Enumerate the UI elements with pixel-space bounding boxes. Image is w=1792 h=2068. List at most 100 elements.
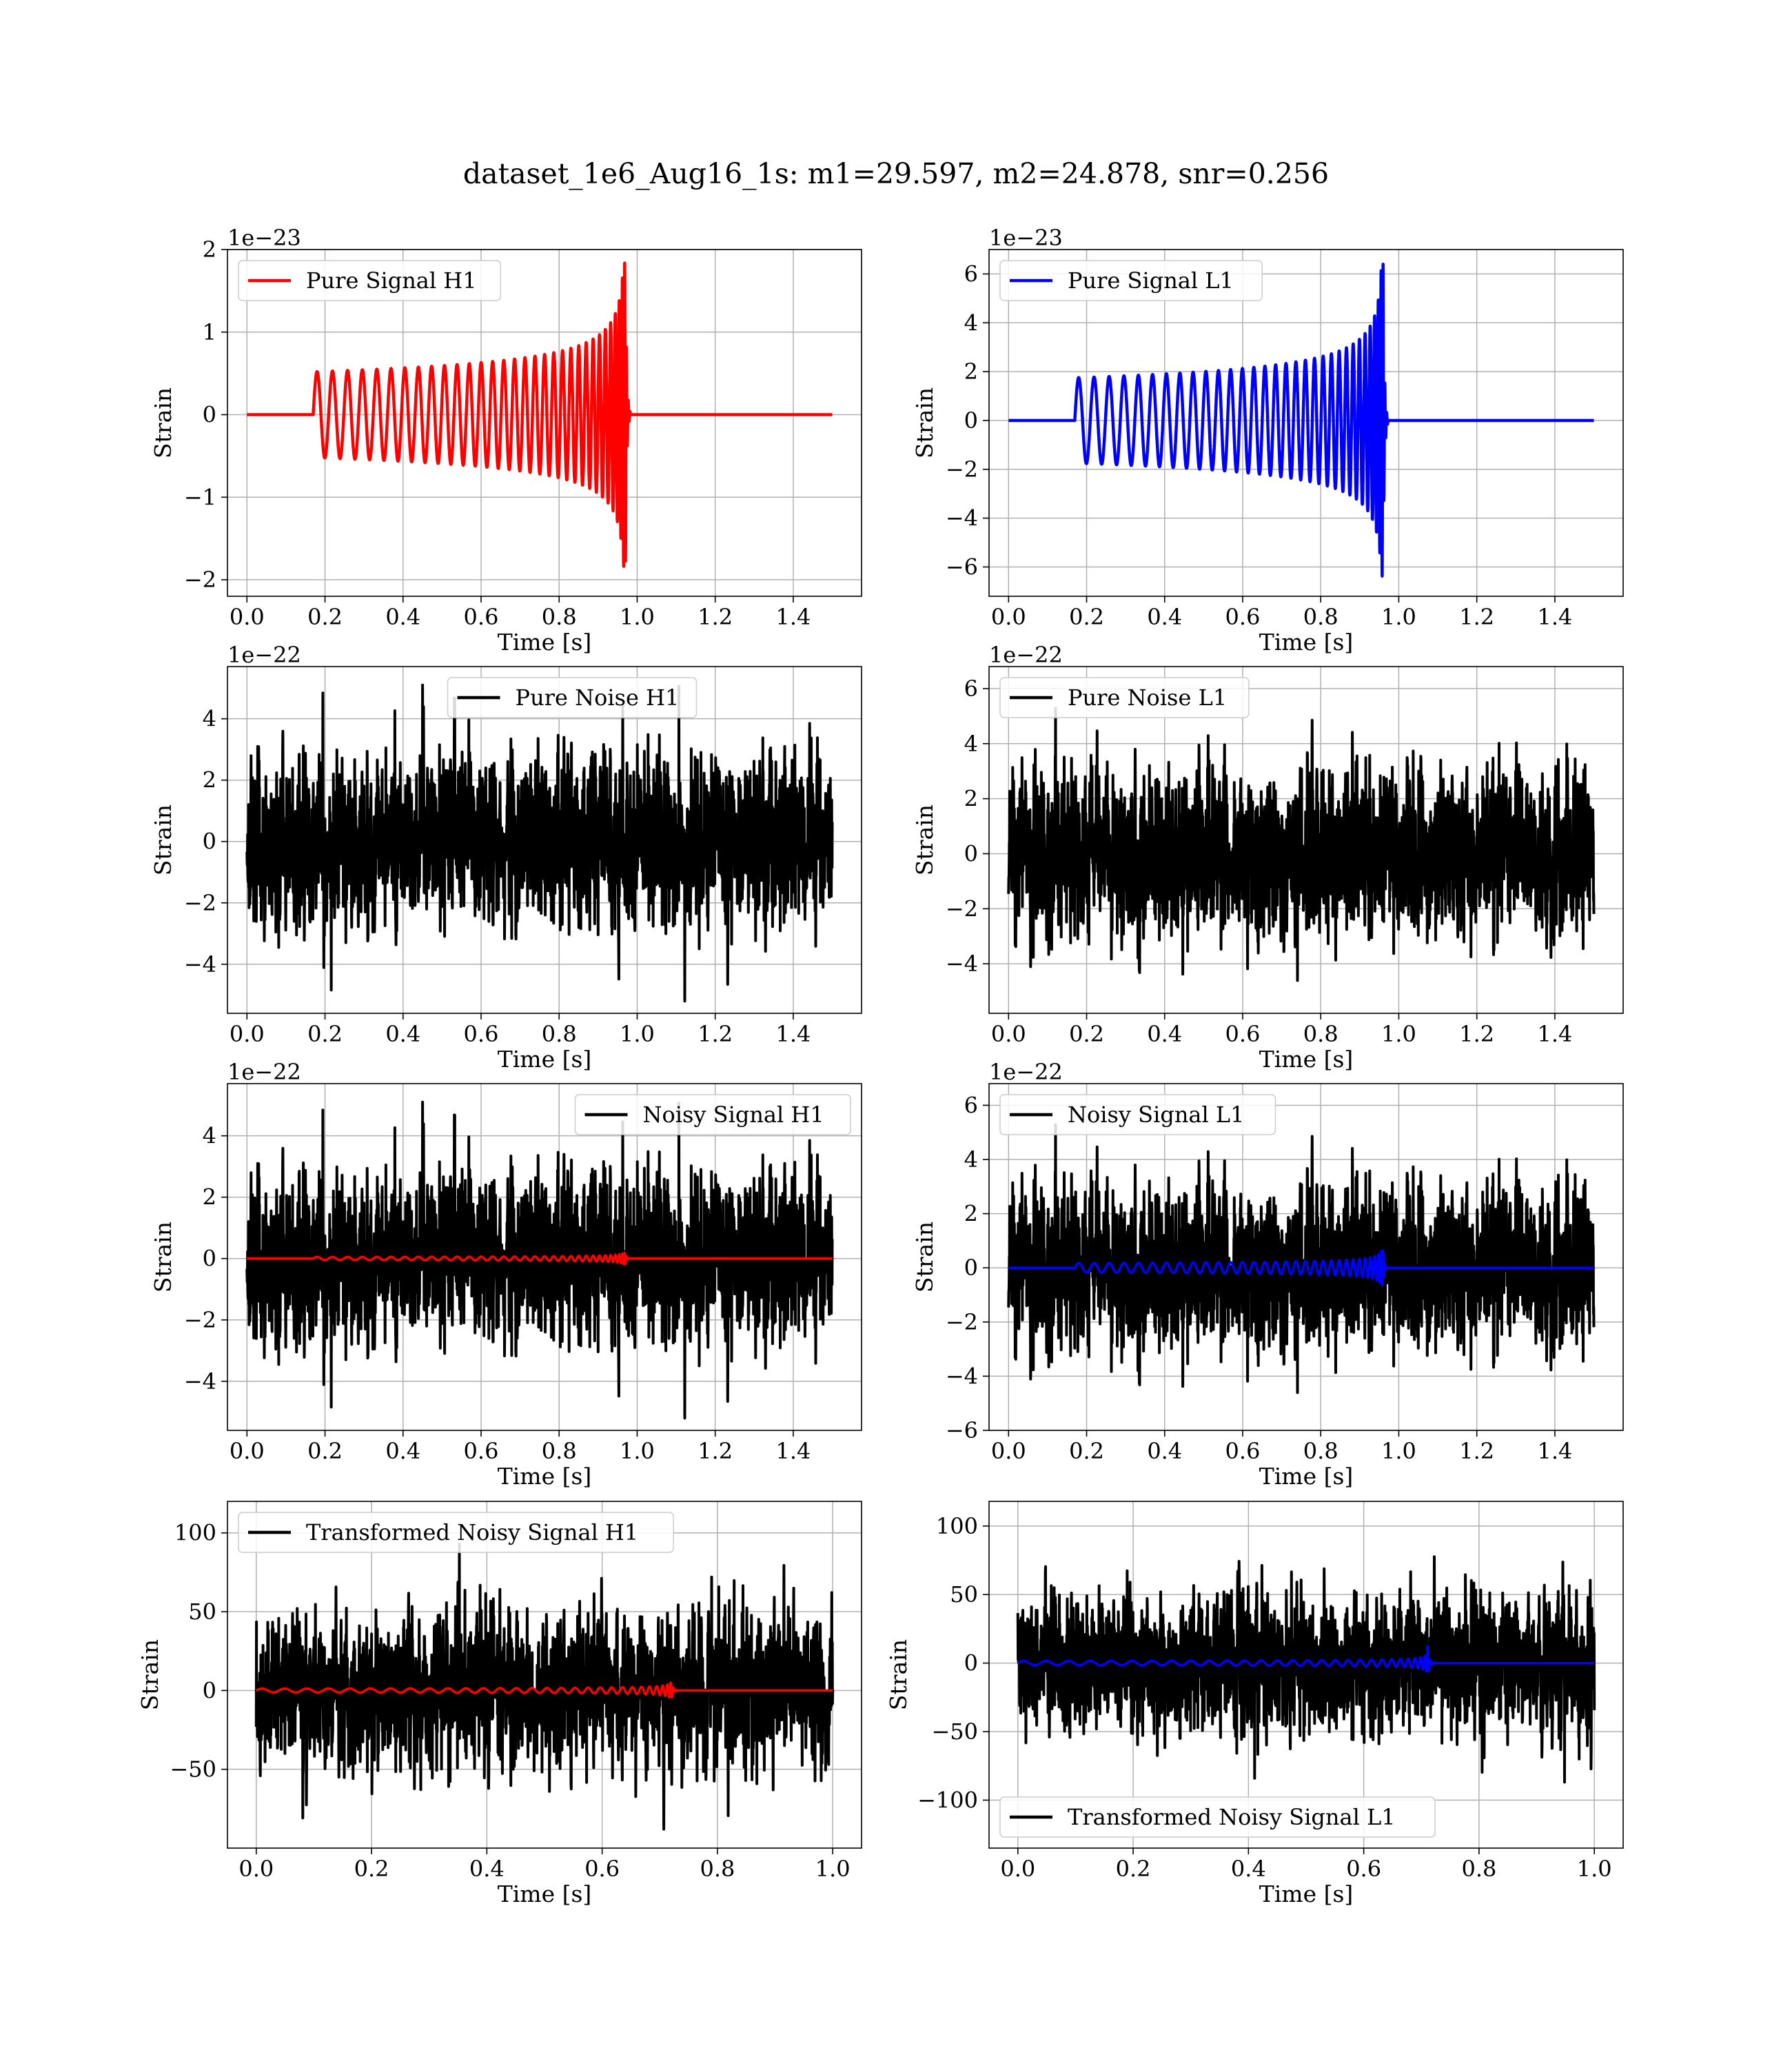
y-tick-label: 4 (964, 310, 978, 336)
x-tick-label: 1.4 (775, 604, 811, 630)
x-tick-label: 0.0 (991, 1021, 1026, 1047)
y-tick-label: 50 (950, 1581, 978, 1608)
y-axis-label: Strain (911, 1221, 938, 1292)
subplot-noise-l1: 0.0 0.2 0.4 0.6 0.8 1.0 1.2 1.4 −4 −2 0 2 4 6 Time [s]… (911, 642, 1624, 1073)
x-tick-label: 0.4 (385, 604, 420, 630)
legend: Pure Noise H1 (447, 677, 698, 718)
y-tick-label: 4 (964, 1146, 978, 1173)
legend-box (574, 1094, 851, 1135)
y-axis-label: Strain (911, 804, 938, 875)
x-axis-label: Time [s] (1259, 629, 1354, 656)
y-tick-label: −2 (946, 1309, 978, 1335)
x-tick-label: 1.4 (775, 1021, 811, 1047)
x-tick-label: 0.2 (1069, 1021, 1104, 1047)
x-tick-label: 0.2 (307, 604, 343, 630)
legend-box (999, 1094, 1276, 1135)
legend-label: Pure Signal H1 (306, 267, 477, 294)
y-axis-label: Strain (911, 387, 938, 458)
legend-box (238, 1512, 674, 1553)
x-tick-label: 0.8 (542, 604, 577, 630)
legend-label: Noisy Signal H1 (643, 1102, 824, 1128)
y-tick-label: 50 (188, 1599, 216, 1625)
x-tick-label: 1.0 (620, 604, 655, 630)
y-tick-label: −50 (931, 1719, 978, 1745)
y-tick-label: 2 (203, 236, 216, 263)
signal-series-line (245, 1251, 834, 1266)
x-tick-label: 1.4 (775, 1438, 811, 1464)
legend-box (999, 677, 1250, 718)
x-tick-label: 1.2 (1459, 604, 1494, 630)
x-tick-label: 1.0 (620, 1021, 655, 1047)
x-tick-label: 0.2 (307, 1438, 343, 1464)
plot-area (1007, 263, 1596, 578)
y-axis-label: Strain (150, 1221, 176, 1292)
x-axis-label: Time [s] (1259, 1463, 1354, 1490)
x-tick-label: 0.0 (230, 604, 265, 630)
legend: Pure Noise L1 (999, 677, 1250, 718)
plot-area (254, 1543, 835, 1831)
y-tick-label: 4 (964, 731, 978, 757)
x-tick-label: 0.2 (354, 1856, 389, 1882)
y-axis-label: Strain (136, 1639, 163, 1710)
x-tick-label: 0.2 (1116, 1856, 1151, 1882)
x-tick-label: 1.2 (698, 1438, 733, 1464)
y-tick-label: 6 (964, 261, 978, 287)
x-tick-label: 0.0 (230, 1438, 265, 1464)
x-tick-label: 1.4 (1537, 1021, 1572, 1047)
legend-box (999, 260, 1263, 301)
legend-label: Pure Noise H1 (516, 685, 680, 711)
y-tick-label: −4 (946, 1363, 978, 1389)
x-tick-label: 1.4 (1537, 604, 1572, 630)
x-tick-label: 0.0 (238, 1856, 274, 1882)
y-tick-label: 100 (936, 1513, 978, 1539)
plot-area (1007, 707, 1596, 982)
noise-series-line (1007, 1123, 1596, 1395)
x-tick-label: 1.0 (1577, 1856, 1612, 1882)
noise-series-line (1016, 1555, 1596, 1784)
signal-series-line (1007, 1249, 1596, 1287)
noise-series-line (245, 1100, 834, 1420)
y-tick-label: −6 (946, 554, 978, 580)
x-tick-label: 0.4 (385, 1021, 420, 1047)
y-tick-label: 4 (203, 1123, 216, 1149)
signal-series-line (1017, 1645, 1596, 1673)
x-tick-label: 0.6 (464, 1021, 499, 1047)
y-tick-label: −4 (946, 505, 978, 531)
y-tick-label: 0 (964, 840, 978, 866)
x-tick-label: 1.4 (1537, 1438, 1572, 1464)
x-tick-label: 1.2 (698, 604, 733, 630)
subplot-noisy-h1: 0.0 0.2 0.4 0.6 0.8 1.0 1.2 1.4 −4 −2 0 2 4 Time [s] S… (150, 1059, 862, 1490)
legend: Noisy Signal L1 (999, 1094, 1276, 1135)
x-tick-label: 0.8 (1303, 1021, 1338, 1047)
x-tick-label: 1.0 (620, 1438, 655, 1464)
y-tick-label: −6 (946, 1417, 978, 1443)
axis-offset-label: 1e−23 (227, 225, 301, 251)
x-tick-label: 1.2 (1459, 1021, 1494, 1047)
y-tick-label: −4 (184, 1368, 216, 1395)
plot-area (245, 261, 834, 568)
y-tick-label: 6 (964, 1092, 978, 1118)
x-tick-label: 0.6 (464, 1438, 499, 1464)
y-axis-label: Strain (885, 1639, 912, 1710)
axes-frame (988, 1501, 1624, 1849)
legend: Pure Signal H1 (238, 260, 501, 301)
legend-label: Pure Signal L1 (1068, 267, 1234, 294)
figure-title: dataset_1e6_Aug16_1s: m1=29.597, m2=24.8… (462, 157, 1330, 190)
y-tick-label: 0 (964, 1650, 978, 1676)
x-tick-label: 0.8 (700, 1856, 735, 1882)
x-tick-label: 1.2 (1459, 1438, 1494, 1464)
x-tick-label: 0.6 (584, 1856, 620, 1882)
y-tick-label: 4 (203, 706, 216, 732)
x-tick-label: 0.4 (1147, 1438, 1182, 1464)
x-tick-label: 0.4 (469, 1856, 505, 1882)
axis-offset-label: 1e−22 (227, 642, 301, 668)
x-axis-label: Time [s] (1259, 1881, 1354, 1907)
y-tick-label: −2 (946, 456, 978, 483)
x-tick-label: 0.2 (1069, 604, 1104, 630)
subplot-noise-h1: 0.0 0.2 0.4 0.6 0.8 1.0 1.2 1.4 −4 −2 0 2 4 Time [s] S… (150, 642, 862, 1073)
x-tick-label: 0.4 (385, 1438, 420, 1464)
x-axis-label: Time [s] (498, 629, 592, 656)
y-tick-label: 2 (964, 358, 978, 385)
axes-frame (988, 1083, 1624, 1431)
y-tick-label: −4 (946, 951, 978, 977)
